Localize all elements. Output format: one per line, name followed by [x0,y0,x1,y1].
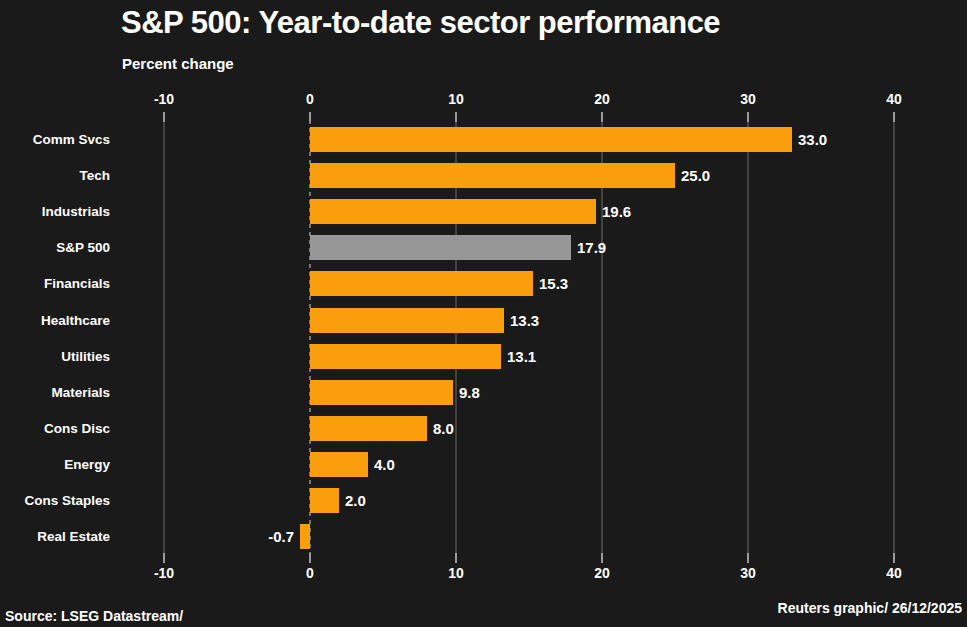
plot-area: -10 -10 0 0 10 10 20 20 30 30 40 40 Comm Svcs 33.0 Tec… [0,0,967,627]
category-label: Utilities [0,344,110,369]
category-label: Healthcare [0,308,110,333]
category-label: Energy [0,452,110,477]
category-label: S&P 500 [0,235,110,260]
gridline [747,112,749,553]
credit-note: Reuters graphic/ 26/12/2025 [778,600,962,616]
axis-tick-label-top: 0 [306,91,314,107]
category-label: Tech [0,163,110,188]
gridline [893,112,895,553]
category-label: Comm Svcs [0,127,110,152]
value-label: 4.0 [374,452,395,477]
gridline [163,112,165,553]
category-label: Cons Disc [0,416,110,441]
axis-tick-label-top: 10 [448,91,464,107]
category-label: Cons Staples [0,488,110,513]
value-label: 25.0 [681,163,710,188]
axis-tick-label-top: 20 [594,91,610,107]
value-label: 8.0 [433,416,454,441]
axis-tick-bottom [601,553,603,563]
axis-tick-label-top: -10 [154,91,174,107]
axis-tick-bottom [163,553,165,563]
axis-tick-label-bottom: 30 [740,565,756,581]
axis-tick-top [455,112,457,122]
value-label: 2.0 [345,488,366,513]
bar [310,380,453,405]
axis-tick-label-bottom: -10 [154,565,174,581]
axis-tick-bottom [893,553,895,563]
axis-tick-label-bottom: 20 [594,565,610,581]
value-label: 15.3 [539,271,568,296]
axis-tick-top [309,112,311,122]
category-label: Industrials [0,199,110,224]
axis-tick-label-top: 40 [886,91,902,107]
bar [310,452,368,477]
value-label: 17.9 [577,235,606,260]
source-note: Source: LSEG Datastream/ [5,608,183,624]
bar [310,127,792,152]
bar [310,199,596,224]
axis-tick-bottom [309,553,311,563]
value-label: 33.0 [798,127,827,152]
value-label: 13.3 [510,308,539,333]
category-label: Materials [0,380,110,405]
axis-tick-label-top: 30 [740,91,756,107]
bar [310,488,339,513]
bar [310,344,501,369]
axis-tick-bottom [747,553,749,563]
axis-tick-bottom [455,553,457,563]
axis-tick-label-bottom: 0 [306,565,314,581]
axis-tick-top [893,112,895,122]
category-label: Financials [0,271,110,296]
value-label: 9.8 [459,380,480,405]
bar [310,416,427,441]
axis-tick-label-bottom: 40 [886,565,902,581]
chart-figure: S&P 500: Year-to-date sector performance… [0,0,967,627]
bar [310,308,504,333]
category-label: Real Estate [0,524,110,549]
bar [310,163,675,188]
value-label: -0.7 [268,524,294,549]
axis-tick-top [163,112,165,122]
axis-tick-top [601,112,603,122]
value-label: 19.6 [602,199,631,224]
axis-tick-label-bottom: 10 [448,565,464,581]
bar-highlight [310,235,571,260]
value-label: 13.1 [507,344,536,369]
bar [310,271,533,296]
axis-tick-top [747,112,749,122]
bar [300,524,310,549]
